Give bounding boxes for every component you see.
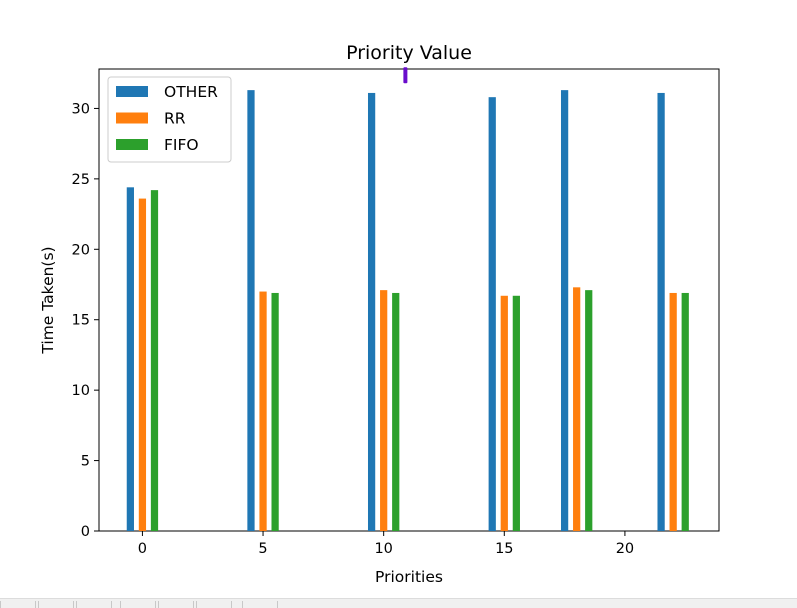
y-tick-label: 30 [72,101,90,117]
cursor-marker [403,67,408,84]
y-tick-label: 20 [72,242,90,258]
y-tick-label: 5 [81,454,90,470]
bar-fifo [512,295,520,531]
home-button[interactable] [0,601,36,608]
bar-fifo [585,290,593,531]
x-tick-label: 10 [374,541,392,557]
x-tick-label: 0 [138,541,147,557]
bar-other [247,90,255,531]
pan-button[interactable] [120,601,156,608]
y-tick-label: 10 [72,383,90,399]
bar-rr [669,292,677,531]
bar-rr [500,295,508,531]
bar-rr [573,287,581,531]
back-button[interactable] [38,601,74,608]
forward-button[interactable] [76,601,112,608]
legend-swatch-other [116,86,148,97]
bar-other [367,92,376,531]
x-tick-label: 5 [258,541,267,557]
y-tick-label: 15 [72,313,90,329]
legend-label-rr: RR [164,110,186,128]
chart-title: Priority Value [346,42,472,64]
bar-fifo [681,292,689,531]
bar-rr [380,290,388,531]
x-tick-label: 15 [495,541,513,557]
bar-fifo [150,190,159,531]
toolbar [0,598,797,608]
bar-fifo [271,292,279,531]
x-tick-label: 20 [616,541,634,557]
bar-other [126,187,134,531]
legend-label-fifo: FIFO [164,136,199,154]
bar-other [657,92,665,531]
legend-swatch-rr [116,112,148,124]
y-axis-label: Time Taken(s) [39,246,57,354]
save-button[interactable] [242,601,278,608]
legend-label-other: OTHER [164,83,218,101]
bar-rr [138,198,147,531]
y-tick-label: 0 [81,524,90,540]
legend-swatch-fifo [116,139,148,150]
bar-other [560,90,569,531]
configure-subplots-button[interactable] [196,601,232,608]
bar-rr [259,291,267,531]
bar-other [488,97,496,532]
bar-fifo [392,292,400,531]
plot-frame [98,68,720,532]
y-tick-label: 25 [72,172,90,188]
x-axis-label: Priorities [375,568,443,586]
zoom-button[interactable] [158,601,194,608]
